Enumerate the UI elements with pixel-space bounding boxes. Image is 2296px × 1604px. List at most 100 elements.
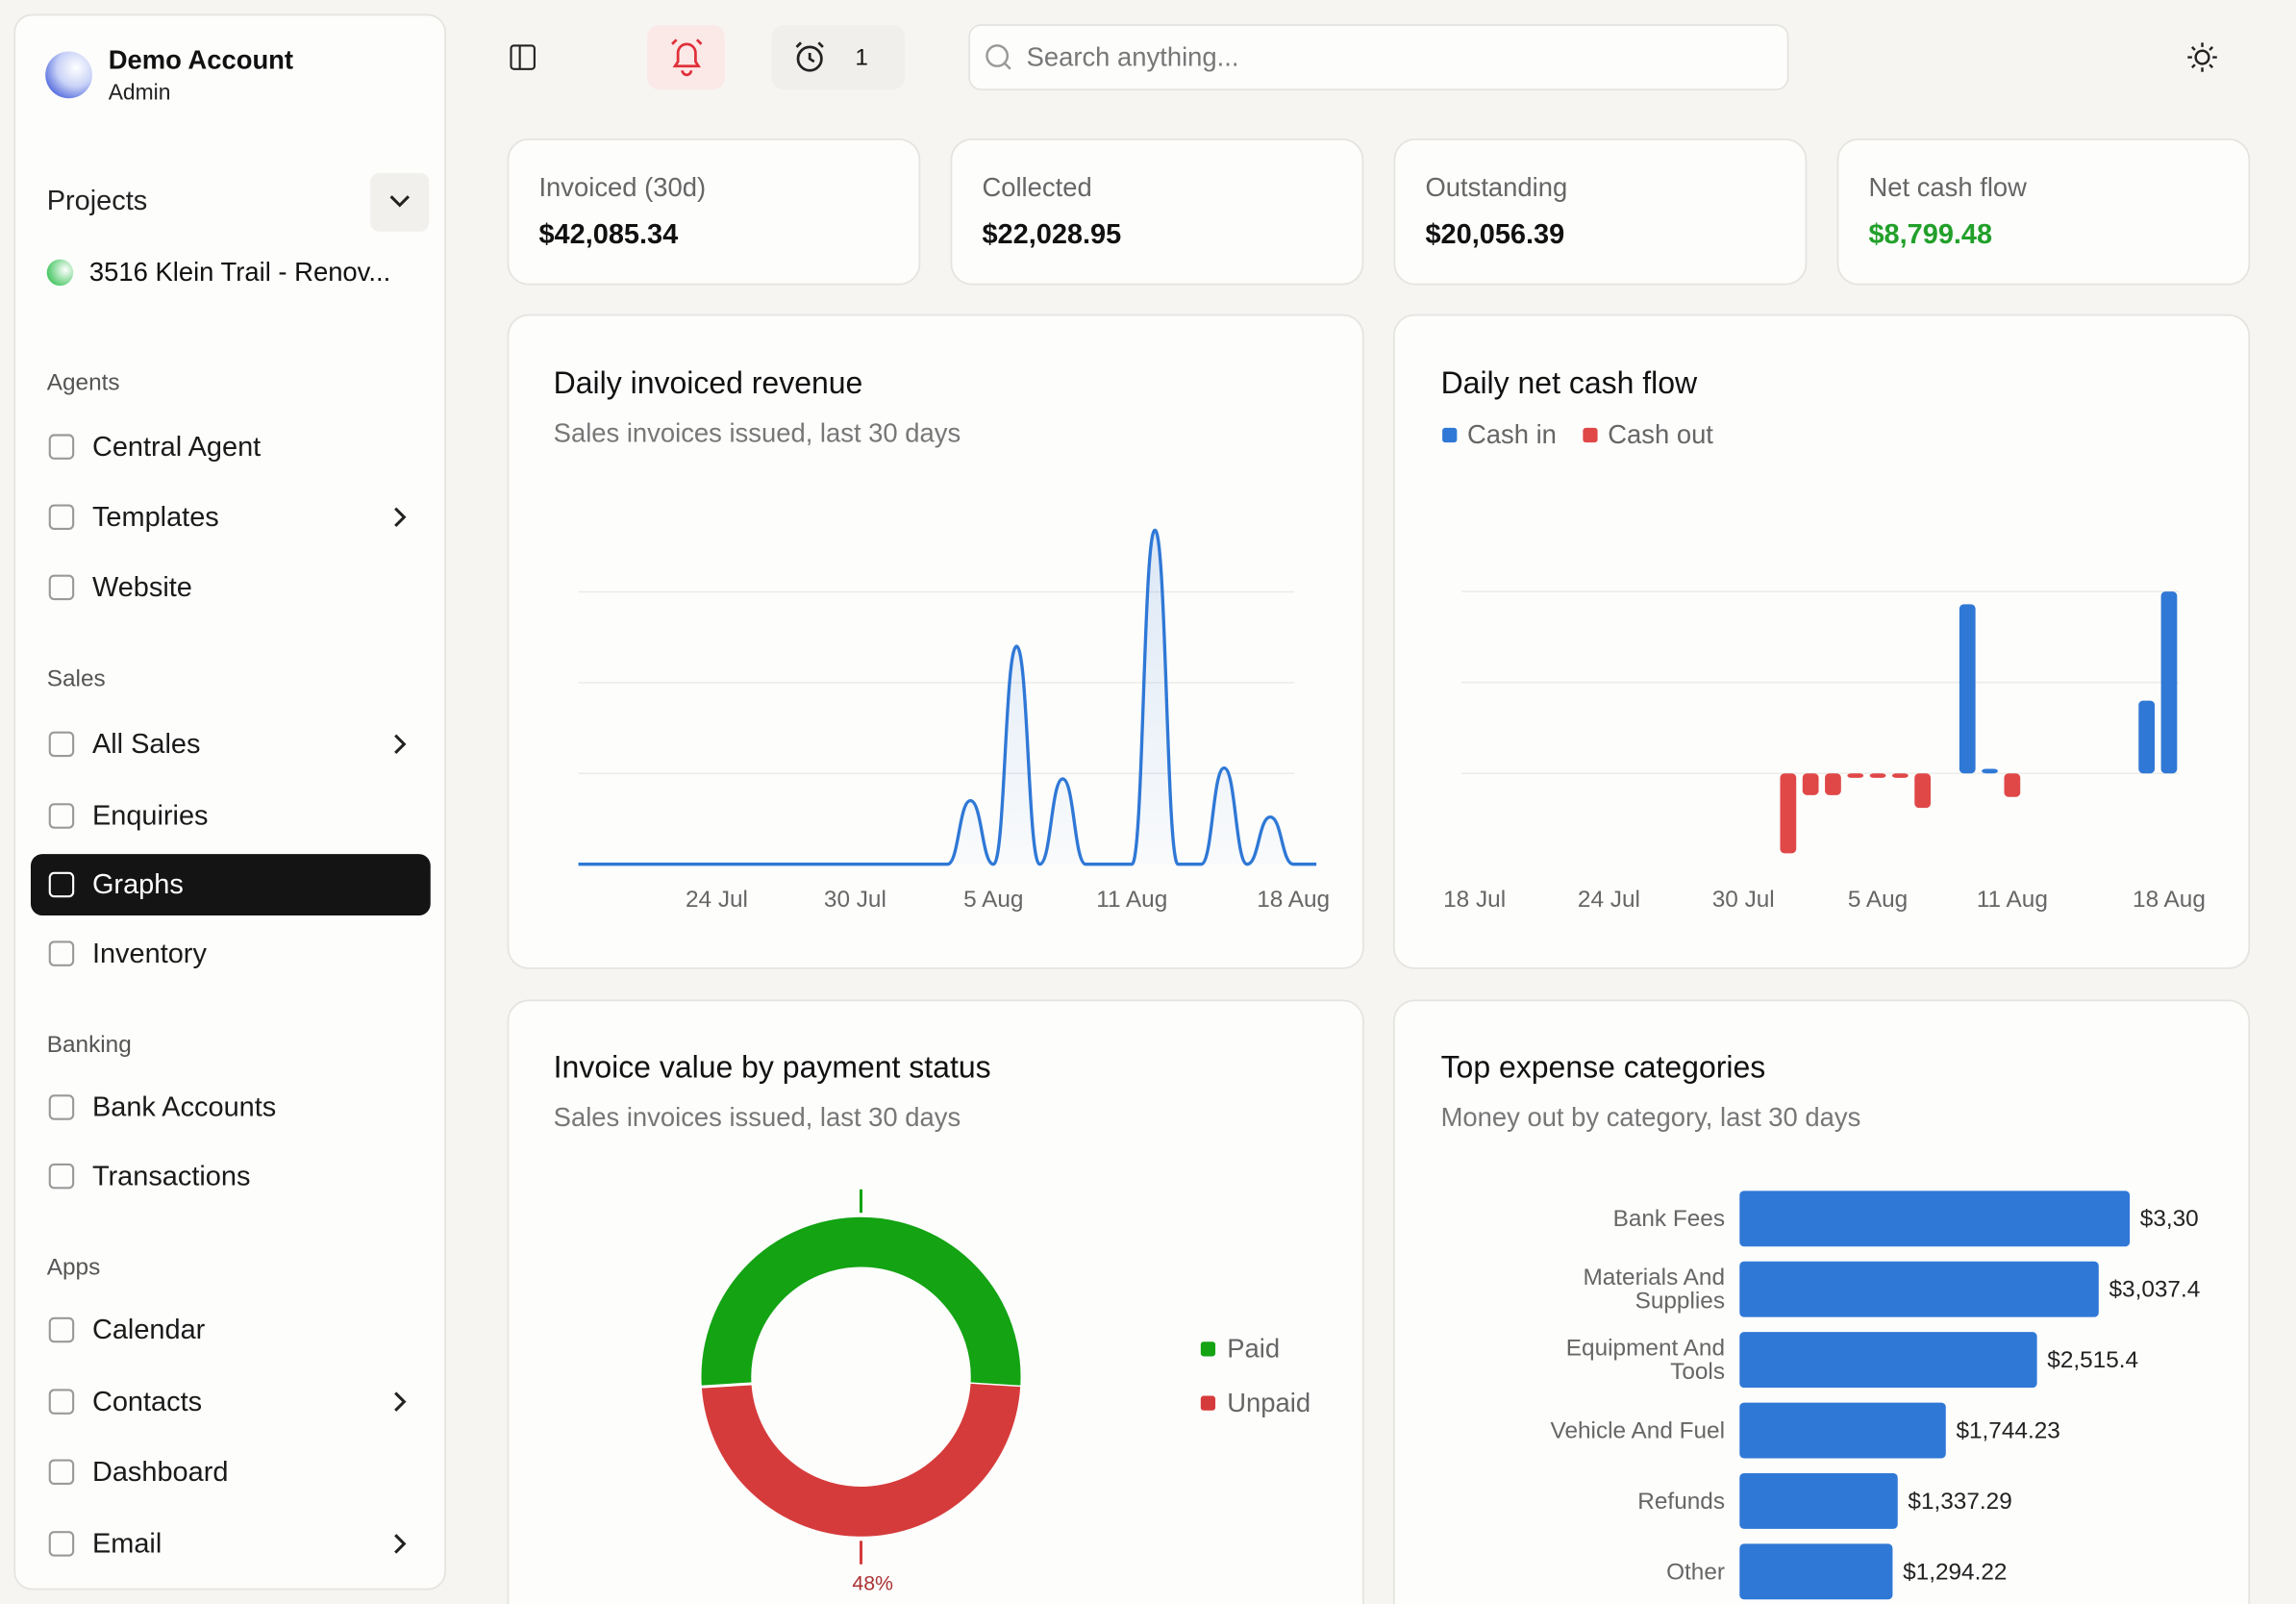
- nav-icon: [48, 1094, 75, 1120]
- notification-button[interactable]: [647, 25, 725, 90]
- kpi-card: [507, 138, 921, 286]
- bar: [1739, 1472, 1898, 1529]
- search-icon: [986, 44, 1010, 67]
- x-tick-label: 11 Aug: [1977, 887, 2048, 913]
- chart-subtitle: Money out by category, last 30 days: [1441, 1102, 1861, 1132]
- donut-segment: [701, 1383, 1021, 1537]
- legend-swatch: [1442, 427, 1458, 443]
- bar: [1739, 1543, 1893, 1600]
- nav-icon: [48, 1389, 75, 1415]
- kpi-card: [1393, 138, 1808, 286]
- bar: [1982, 768, 1998, 774]
- category-label: Other: [1666, 1559, 1725, 1585]
- bar: [1914, 773, 1932, 809]
- nav-icon: [48, 731, 75, 758]
- donut-segment: [701, 1216, 1021, 1388]
- bell-icon: [671, 38, 703, 77]
- chart-title: Daily invoiced revenue: [554, 365, 863, 400]
- bar: [1739, 1332, 2037, 1389]
- x-tick-label: 30 Jul: [1712, 887, 1775, 913]
- section-title: Apps: [47, 1255, 101, 1281]
- data-label: $2,515.4: [2047, 1347, 2138, 1373]
- nav-item[interactable]: Email: [92, 1529, 162, 1560]
- data-label: $1,337.29: [1908, 1489, 2011, 1515]
- nav-item[interactable]: Website: [92, 572, 192, 603]
- sidebar-toggle[interactable]: [510, 44, 536, 70]
- bar: [1739, 1261, 2099, 1317]
- x-tick-label: 24 Jul: [686, 887, 748, 913]
- x-tick-label: 5 Aug: [1848, 887, 1908, 913]
- projects-label[interactable]: Projects: [47, 186, 147, 216]
- legend-label: Paid: [1227, 1334, 1280, 1364]
- chevron-down: [389, 195, 410, 208]
- nav-item[interactable]: Central Agent: [92, 432, 261, 463]
- chevron-right: [394, 1391, 407, 1412]
- theme-toggle[interactable]: [2187, 42, 2217, 72]
- projects-toggle[interactable]: [370, 172, 430, 232]
- nav-icon: [48, 434, 75, 460]
- nav-item[interactable]: Enquiries: [92, 801, 209, 832]
- alarm-icon: [796, 45, 823, 72]
- legend-swatch: [1583, 427, 1598, 443]
- kpi-label: Net cash flow: [1868, 172, 2027, 202]
- search-icon-handle: [1003, 62, 1011, 70]
- x-tick-label: 18 Jul: [1443, 887, 1506, 913]
- nav-item[interactable]: Dashboard: [92, 1457, 229, 1488]
- kpi-value: $20,056.39: [1425, 219, 1564, 250]
- nav-item[interactable]: Bank Accounts: [92, 1092, 276, 1123]
- bar: [1825, 773, 1841, 795]
- bar: [1739, 1402, 1946, 1459]
- nav-item[interactable]: Inventory: [92, 939, 208, 969]
- nav-icon: [48, 871, 75, 898]
- bar: [1847, 773, 1864, 778]
- nav-item[interactable]: Contacts: [92, 1387, 202, 1417]
- category-label: Equipment And Tools: [1566, 1336, 1725, 1385]
- alarm-button[interactable]: [771, 25, 906, 90]
- nav-icon: [48, 1316, 75, 1343]
- section-title: Banking: [47, 1032, 132, 1058]
- kpi-label: Collected: [982, 172, 1091, 202]
- chevron-right: [394, 507, 407, 527]
- nav-icon: [48, 574, 75, 601]
- section-title: Sales: [47, 665, 106, 691]
- chart-title: Invoice value by payment status: [554, 1049, 991, 1084]
- chart-subtitle: Sales invoices issued, last 30 days: [554, 1102, 961, 1132]
- category-label: Refunds: [1637, 1489, 1725, 1515]
- x-tick-label: 18 Aug: [2133, 887, 2206, 913]
- nav-item[interactable]: Graphs: [92, 869, 184, 900]
- segment-gap: [700, 1382, 754, 1389]
- x-tick-label: 30 Jul: [824, 887, 886, 913]
- nav-item[interactable]: Transactions: [92, 1161, 250, 1191]
- nav-icon: [48, 803, 75, 829]
- kpi-value: $8,799.48: [1868, 219, 1992, 250]
- bar: [2138, 700, 2156, 774]
- sidebar: [13, 13, 446, 1591]
- nav-item[interactable]: Calendar: [92, 1315, 206, 1345]
- nav-item[interactable]: All Sales: [92, 729, 201, 760]
- kpi-value: $22,028.95: [982, 219, 1121, 250]
- category-label: Vehicle And Fuel: [1551, 1417, 1725, 1443]
- bar: [1780, 773, 1797, 854]
- bar: [1959, 604, 1976, 774]
- bar: [2160, 591, 2178, 774]
- project-name[interactable]: 3516 Klein Trail - Renov...: [89, 257, 390, 287]
- x-tick-label: 11 Aug: [1096, 887, 1167, 913]
- legend-swatch: [1200, 1395, 1216, 1411]
- bar: [2004, 773, 2021, 797]
- bar: [1869, 773, 1886, 778]
- account-name: Demo Account: [109, 44, 293, 74]
- data-label: $1,744.23: [1956, 1417, 2059, 1443]
- legend-label: Cash out: [1608, 419, 1713, 449]
- cashflow-card: [1392, 313, 2251, 969]
- nav-icon: [48, 1459, 75, 1486]
- search-box[interactable]: [968, 24, 1789, 90]
- nav-item[interactable]: Templates: [92, 502, 219, 533]
- bar: [1739, 1190, 2131, 1247]
- alarm-count: 1: [855, 45, 868, 71]
- data-label: $3,30: [2140, 1206, 2199, 1232]
- data-label: $1,294.22: [1903, 1559, 2007, 1585]
- chart-subtitle: Sales invoices issued, last 30 days: [554, 418, 961, 448]
- nav-icon: [48, 1531, 75, 1557]
